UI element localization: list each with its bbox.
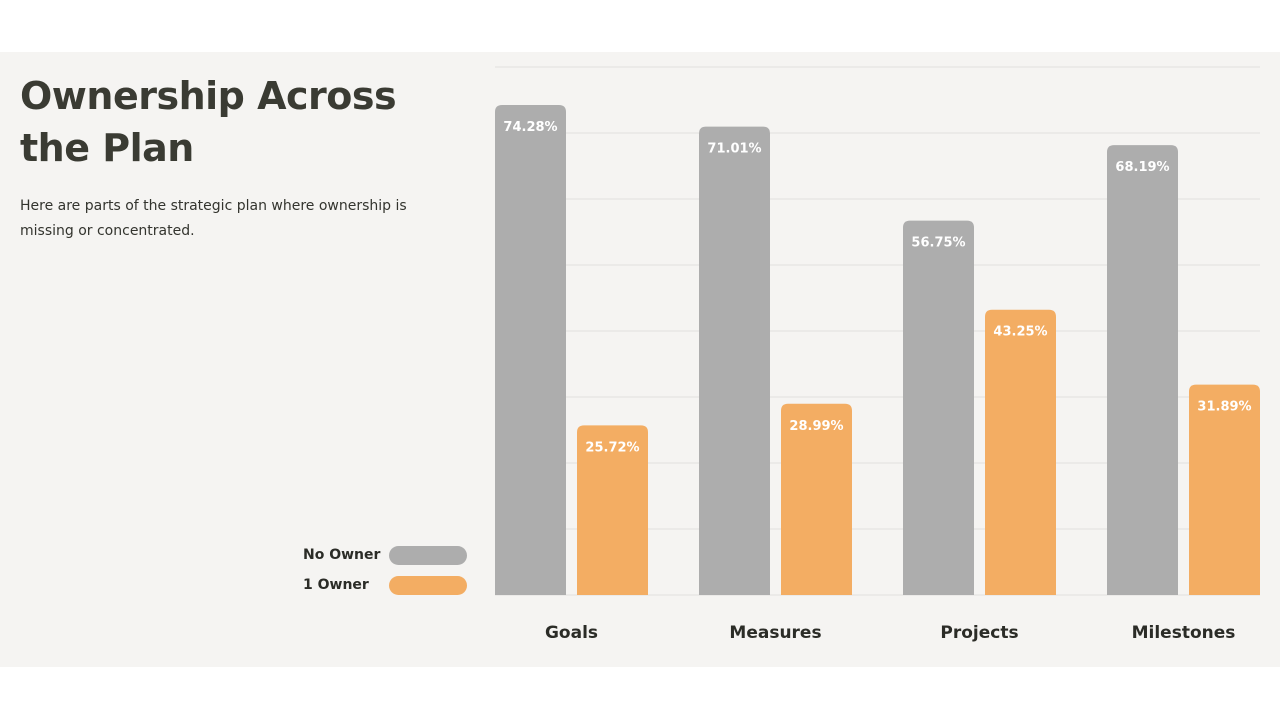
bars — [495, 105, 1260, 596]
legend-swatch — [389, 546, 467, 565]
bar-value-label: 56.75% — [911, 236, 965, 251]
page-title: Ownership Across the Plan — [20, 74, 397, 170]
bar-one-owner-goals — [577, 425, 648, 595]
page-subtitle: Here are parts of the strategic plan whe… — [20, 198, 407, 239]
bar-value-label: 68.19% — [1115, 160, 1169, 175]
legend: No Owner 1 Owner — [300, 544, 470, 604]
bar-value-labels: 74.28% 25.72% 71.01% 28.99% 56.75% 43.25% 68.1… — [503, 120, 1251, 455]
category-label: Projects — [940, 623, 1018, 643]
bar-one-owner-milestones — [1189, 384, 1260, 595]
category-label: Measures — [729, 623, 821, 643]
bar-one-owner-projects — [985, 309, 1056, 595]
legend-swatch — [389, 576, 467, 595]
bar-no-owner-measures — [699, 126, 770, 596]
bar-no-owner-milestones — [1107, 145, 1178, 595]
bar-value-label: 25.72% — [585, 440, 639, 455]
bar-value-label: 43.25% — [993, 325, 1047, 340]
category-label: Milestones — [1132, 623, 1236, 643]
bar-no-owner-projects — [903, 220, 974, 595]
legend-item-one-owner: 1 Owner — [300, 574, 470, 604]
slide: Ownership Across the Plan Here are parts… — [0, 52, 1280, 667]
bar-one-owner-measures — [781, 403, 852, 595]
legend-label: No Owner — [303, 547, 381, 563]
legend-label: 1 Owner — [303, 577, 369, 593]
bar-value-label: 74.28% — [503, 120, 557, 135]
category-label: Goals — [545, 623, 598, 643]
bar-chart: 74.28% 25.72% 71.01% 28.99% 56.75% 43.25% 68.1… — [495, 66, 1260, 643]
bar-value-label: 31.89% — [1197, 400, 1251, 415]
category-labels: Goals Measures Projects Milestones — [545, 623, 1235, 643]
bar-value-label: 71.01% — [707, 142, 761, 157]
bar-no-owner-goals — [495, 105, 566, 595]
legend-item-no-owner: No Owner — [300, 544, 470, 574]
bar-value-label: 28.99% — [789, 419, 843, 434]
